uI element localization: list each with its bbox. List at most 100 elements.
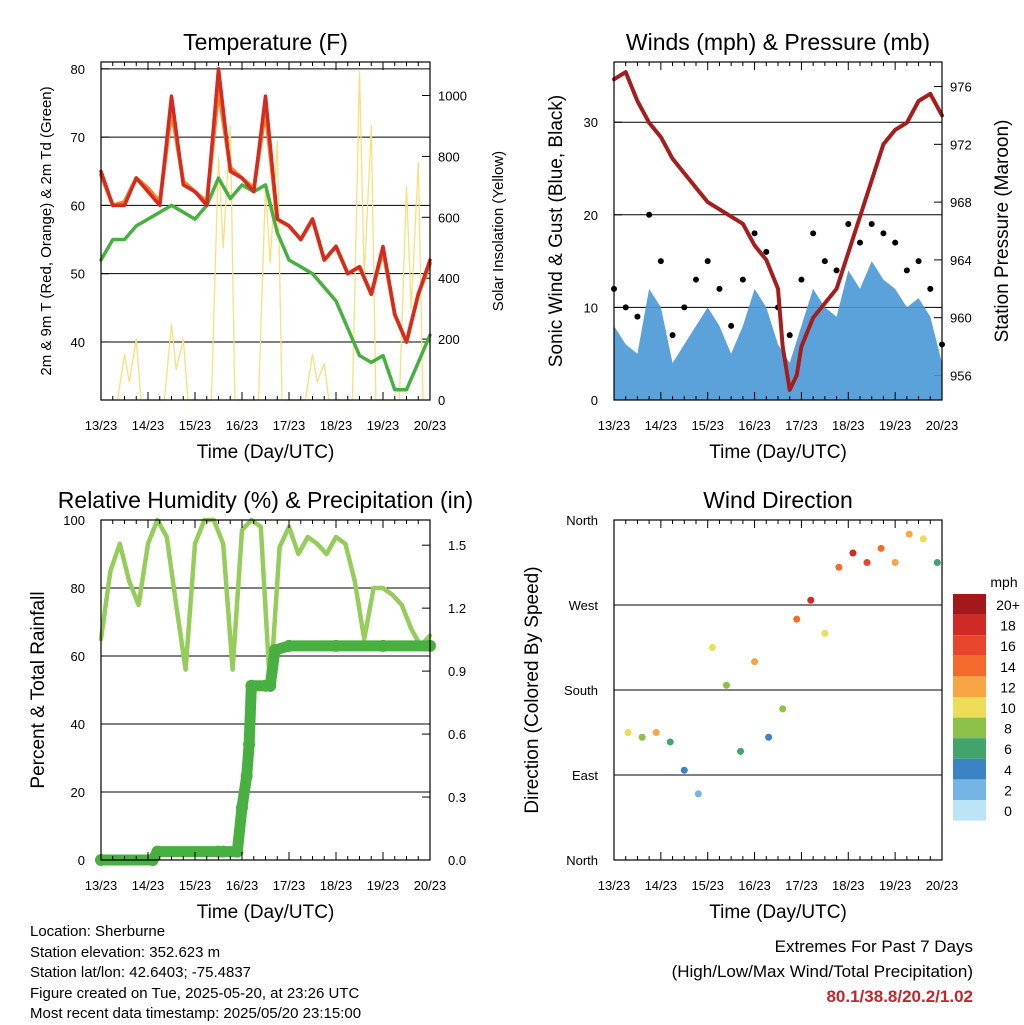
speed-legend-swatch (953, 594, 986, 615)
direction-point (680, 766, 688, 774)
speed-legend-label: 12 (1000, 679, 1016, 695)
winds-ytick-label: 20 (584, 208, 598, 223)
direction-point (694, 790, 702, 798)
direction-point (919, 535, 927, 543)
direction-xlabel: Time (Day/UTC) (709, 902, 847, 923)
humidity-xtick-label: 16/23 (226, 878, 259, 893)
extremes-block: Extremes For Past 7 Days (High/Low/Max W… (672, 934, 973, 1009)
gust-point (622, 304, 629, 311)
direction-point (737, 747, 745, 755)
speed-legend-swatch (953, 738, 986, 759)
winds-xtick-label: 19/23 (879, 418, 912, 433)
relative-humidity-line (98, 517, 433, 693)
gust-point (669, 332, 676, 339)
speed-legend-label: 14 (1000, 659, 1016, 675)
humidity-xtick-label: 15/23 (179, 878, 212, 893)
gust-point (693, 276, 699, 283)
winds-xtick-label: 16/23 (738, 418, 771, 433)
humidity-y2tick-label: 0.3 (448, 790, 466, 805)
speed-legend-swatch (953, 717, 986, 739)
speed-legend-swatch (953, 676, 986, 697)
temperature-ytick-label: 70 (71, 130, 85, 145)
speed-legend-title: mph (990, 574, 1017, 590)
temperature-xtick-label: 14/23 (132, 418, 165, 433)
gust-point (657, 258, 664, 265)
gust-point (681, 304, 688, 311)
direction-xtick-label: 18/23 (832, 878, 865, 893)
speed-legend-label: 8 (1004, 721, 1012, 737)
speed-legend-swatch (953, 614, 986, 636)
gust-point (786, 332, 793, 339)
humidity-xtick-label: 18/23 (320, 878, 353, 893)
gust-point (810, 230, 817, 237)
pressure-line (612, 70, 944, 392)
extremes-heading: Extremes For Past 7 Days (774, 937, 973, 956)
humidity-ytick-label: 40 (71, 717, 85, 732)
direction-ytick-label: East (572, 768, 598, 783)
direction-point (779, 705, 787, 713)
gust-point (751, 230, 758, 237)
temperature-y2tick-label: 800 (438, 149, 460, 164)
temperature-ytick-label: 40 (71, 335, 85, 350)
gust-point (646, 211, 653, 218)
direction-point (638, 733, 646, 741)
temperature-xlabel: Time (Day/UTC) (197, 442, 335, 463)
winds-ytick-label: 0 (591, 393, 598, 408)
t9m-line (99, 87, 432, 344)
humidity-panel: 0 20 40 60 80 100 0.0 0.3 0.6 0.9 1.2 1.5 Relative H… (28, 487, 473, 923)
humidity-xlabel: Time (Day/UTC) (197, 902, 335, 923)
dewpoint-line (99, 176, 432, 392)
speed-legend-swatch (953, 697, 986, 718)
speed-legend-label: 4 (1004, 762, 1012, 778)
speed-legend-swatch (953, 635, 986, 656)
temperature-xtick-label: 15/23 (179, 418, 212, 433)
temperature-y2tick-label: 1000 (438, 88, 467, 103)
direction-xtick-label: 19/23 (879, 878, 912, 893)
direction-xtick-label: 13/23 (598, 878, 631, 893)
solar-insolation-line (116, 70, 424, 401)
extremes-values: 80.1/38.8/20.2/1.02 (826, 987, 973, 1006)
humidity-xtick-label: 13/23 (85, 878, 118, 893)
humidity-xtick-label: 14/23 (132, 878, 165, 893)
direction-point (933, 559, 941, 566)
recent-timestamp-text: Most recent data timestamp: 2025/05/20 2… (30, 1005, 362, 1022)
temperature-title: Temperature (F) (183, 29, 348, 55)
direction-point (708, 644, 716, 651)
winds-xtick-label: 18/23 (832, 418, 865, 433)
direction-point (821, 629, 829, 637)
winds-y2tick-label: 972 (950, 137, 972, 152)
temperature-y2tick-label: 0 (438, 393, 445, 408)
wind-speed-area (614, 261, 942, 400)
temperature-ytick-label: 50 (71, 267, 85, 282)
speed-legend-label: 16 (1000, 638, 1016, 654)
gust-point (704, 258, 711, 265)
winds-y2tick-label: 976 (950, 80, 972, 95)
gust-point (927, 285, 934, 292)
winds-y2tick-label: 968 (950, 195, 972, 210)
direction-panel: North East South West North Wind Direction 13/… (522, 487, 1020, 923)
gust-point (868, 221, 875, 228)
humidity-y2tick-label: 1.5 (448, 538, 466, 553)
direction-point (863, 559, 871, 566)
direction-title: Wind Direction (703, 487, 853, 513)
created-text: Figure created on Tue, 2025-05-20, at 23… (30, 984, 360, 1002)
winds-title: Winds (mph) & Pressure (mb) (626, 29, 930, 55)
gust-point (739, 276, 746, 283)
temperature-y2tick-label: 400 (438, 271, 460, 286)
location-text: Location: Sherburne (30, 923, 166, 940)
gust-point (634, 313, 641, 320)
direction-xtick-label: 16/23 (738, 878, 771, 893)
humidity-ytick-label: 0 (78, 853, 85, 868)
direction-xtick-label: 14/23 (645, 878, 678, 893)
direction-xtick-label: 20/23 (926, 878, 959, 893)
speed-legend: mph 20+ 18 16 14 12 10 8 6 4 2 0 (953, 574, 1020, 821)
temperature-y2label: Solar Insolation (Yellow) (490, 151, 507, 311)
direction-point (905, 530, 913, 538)
temperature-xtick-label: 16/23 (226, 418, 259, 433)
humidity-ylabel: Percent & Total Rainfall (28, 591, 49, 788)
speed-legend-swatch (953, 655, 986, 677)
humidity-xtick-label: 19/23 (367, 878, 400, 893)
direction-point (624, 729, 632, 736)
direction-ylabel: Direction (Colored By Speed) (522, 566, 543, 813)
